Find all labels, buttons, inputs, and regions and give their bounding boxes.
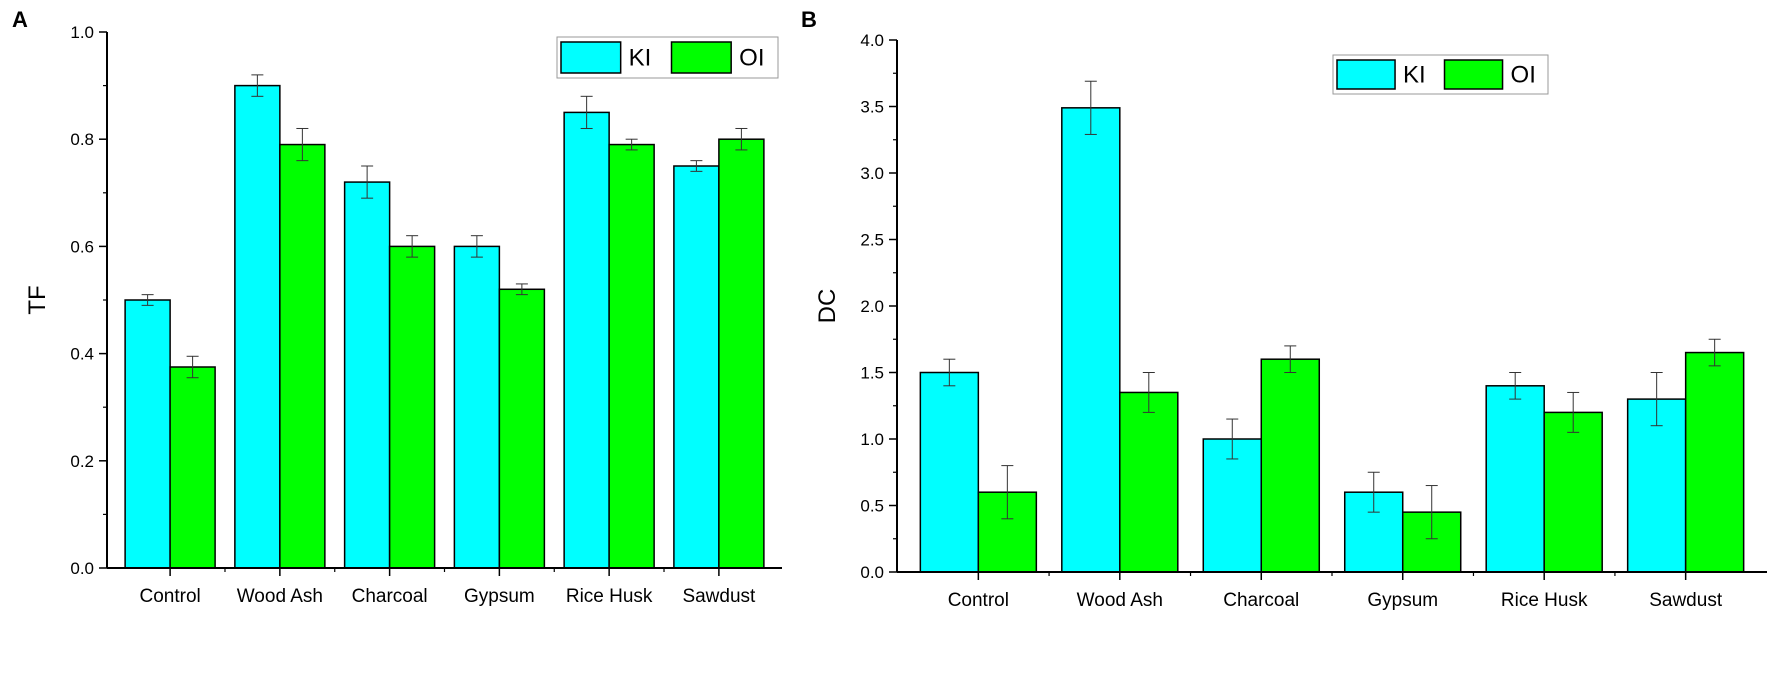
bar-oi-charcoal (1260, 358, 1321, 573)
error-bar (251, 74, 264, 97)
bar-oi-wood-ash (279, 143, 326, 569)
legend-swatch-oi (1443, 59, 1504, 90)
bar-ki-rice-husk (563, 111, 610, 569)
y-tick-label: 3.5 (860, 98, 884, 117)
error-bar (690, 160, 703, 172)
bar-ki-wood-ash (234, 84, 281, 569)
y-tick-label: 0.6 (70, 237, 94, 256)
error-bar (406, 235, 419, 258)
error-bar (1226, 418, 1239, 460)
bar-ki-sawdust (673, 165, 720, 569)
panel-label: B (801, 7, 817, 32)
x-tick-label: Charcoal (352, 586, 428, 607)
error-bar (1509, 372, 1522, 400)
y-axis-label: DC (814, 289, 841, 324)
legend-swatch-ki (560, 41, 622, 74)
y-tick-label: 0.8 (70, 130, 94, 149)
y-tick-label: 1.0 (860, 430, 884, 449)
y-tick-label: 0.2 (70, 452, 94, 471)
x-tick-label: Gypsum (464, 586, 535, 607)
error-bar (1142, 372, 1155, 413)
x-tick-label: Wood Ash (1077, 590, 1163, 611)
y-tick-label: 1.0 (70, 23, 94, 42)
error-bar (943, 358, 956, 387)
bar-ki-rice-husk (1485, 385, 1545, 573)
legend-swatch-oi (670, 41, 732, 74)
bar-ki-control (124, 299, 171, 569)
bar-ki-control (919, 371, 980, 573)
error-bar (580, 95, 593, 129)
error-bar (186, 355, 199, 379)
error-bar (1650, 372, 1663, 427)
panel-a: A 0.0 0.2 0.4 0.6 0.8 1.0 Control Wood Ash Charco… (12, 7, 782, 607)
error-bar (1708, 338, 1721, 367)
x-tick-label: Wood Ash (237, 586, 323, 607)
x-tick-label: Control (139, 586, 200, 607)
y-tick-label: 2.0 (860, 297, 884, 316)
x-tick-label: Gypsum (1367, 590, 1438, 611)
legend-swatch-ki (1336, 59, 1396, 90)
x-tick-label: Charcoal (1223, 590, 1299, 611)
error-bar (470, 235, 483, 258)
error-bar (515, 283, 528, 296)
error-bar (625, 138, 638, 151)
y-tick-label: 0.4 (70, 345, 94, 364)
panel-b: B 0.0 0.5 1.0 1.5 2.0 2.5 3.0 3.5 4.0 Control Wood … (801, 7, 1767, 611)
y-tick-label: 0.0 (70, 559, 94, 578)
panel-label: A (12, 7, 28, 32)
bar-ki-gypsum (453, 245, 501, 569)
legend-label-ki: KI (629, 45, 652, 72)
bar-oi-rice-husk (1543, 411, 1603, 573)
bar-oi-rice-husk (608, 143, 655, 569)
y-axis-label: TF (24, 285, 51, 314)
legend: KI OI (556, 36, 779, 79)
bar-oi-sawdust (1684, 351, 1745, 573)
y-tick-label: 2.5 (860, 231, 884, 250)
x-tick-label: Rice Husk (566, 586, 653, 607)
error-bar (735, 127, 748, 151)
legend-label-oi: OI (1511, 62, 1536, 89)
bar-oi-wood-ash (1119, 391, 1179, 573)
error-bar (1425, 485, 1438, 540)
bar-ki-charcoal (343, 181, 391, 569)
x-tick-label: Sawdust (1649, 590, 1723, 611)
x-tick-label: Control (948, 590, 1009, 611)
error-bar (1084, 80, 1097, 135)
x-tick-label: Rice Husk (1501, 590, 1588, 611)
x-tick-label: Sawdust (682, 586, 756, 607)
error-bar (1284, 345, 1297, 373)
bar-oi-sawdust (718, 138, 765, 569)
legend: KI OI (1332, 54, 1549, 95)
error-bar (1567, 391, 1580, 433)
legend-label-oi: OI (739, 45, 764, 72)
bar-ki-wood-ash (1061, 107, 1121, 573)
y-tick-label: 0.0 (860, 563, 884, 582)
y-tick-label: 1.5 (860, 364, 884, 383)
error-bar (296, 127, 309, 162)
bar-oi-control (169, 366, 216, 569)
error-bar (1001, 465, 1014, 520)
y-tick-label: 4.0 (860, 31, 884, 50)
bar-oi-gypsum (498, 288, 546, 569)
error-bar (361, 165, 374, 199)
y-tick-label: 3.0 (860, 164, 884, 183)
error-bar (1367, 471, 1380, 513)
legend-label-ki: KI (1403, 62, 1426, 89)
y-tick-label: 0.5 (860, 497, 884, 516)
bar-oi-charcoal (388, 245, 436, 569)
error-bar (141, 294, 154, 306)
